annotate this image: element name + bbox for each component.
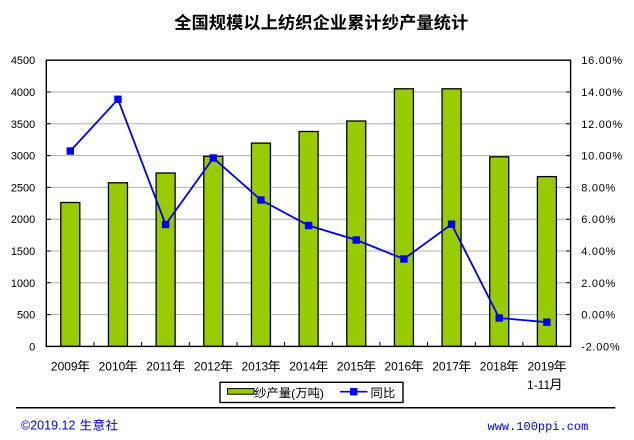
svg-text:0.00%: 0.00%: [581, 310, 616, 322]
svg-text:4000: 4000: [11, 87, 35, 99]
svg-text:2009: 2009: [51, 360, 78, 374]
svg-text:©2019.12: ©2019.12: [21, 419, 75, 433]
svg-text:1500: 1500: [11, 246, 35, 258]
svg-text:0: 0: [29, 341, 35, 353]
svg-text:): ): [320, 386, 324, 400]
svg-text:2011: 2011: [146, 360, 172, 374]
svg-text:12.00%: 12.00%: [581, 119, 623, 131]
svg-text:-2.00%: -2.00%: [581, 341, 620, 353]
svg-text:2014: 2014: [289, 360, 316, 374]
svg-text:2017: 2017: [432, 360, 459, 374]
svg-text:4.00%: 4.00%: [581, 246, 616, 258]
svg-text:8.00%: 8.00%: [581, 182, 616, 194]
svg-text:2016: 2016: [385, 360, 412, 374]
svg-text:14.00%: 14.00%: [581, 87, 623, 99]
svg-text:2.00%: 2.00%: [581, 278, 616, 290]
svg-text:2013: 2013: [242, 360, 269, 374]
svg-text:2018: 2018: [480, 360, 507, 374]
svg-text:2000: 2000: [11, 214, 35, 226]
svg-text:6.00%: 6.00%: [581, 214, 616, 226]
svg-text:3500: 3500: [11, 119, 35, 131]
svg-text:2012: 2012: [194, 360, 221, 374]
svg-text:2500: 2500: [11, 182, 35, 194]
svg-text:(: (: [291, 386, 295, 400]
svg-text:2015: 2015: [337, 360, 364, 374]
svg-text:2019: 2019: [528, 360, 555, 374]
svg-text:1-11: 1-11: [527, 378, 550, 392]
svg-text:10.00%: 10.00%: [581, 151, 623, 163]
svg-text:www.100ppi.com: www.100ppi.com: [488, 420, 589, 434]
svg-text:1000: 1000: [11, 278, 35, 290]
svg-text:2010: 2010: [99, 360, 126, 374]
svg-text:4500: 4500: [11, 55, 35, 67]
svg-text:3000: 3000: [11, 151, 35, 163]
svg-text:500: 500: [17, 310, 35, 322]
svg-text:16.00%: 16.00%: [581, 55, 623, 67]
